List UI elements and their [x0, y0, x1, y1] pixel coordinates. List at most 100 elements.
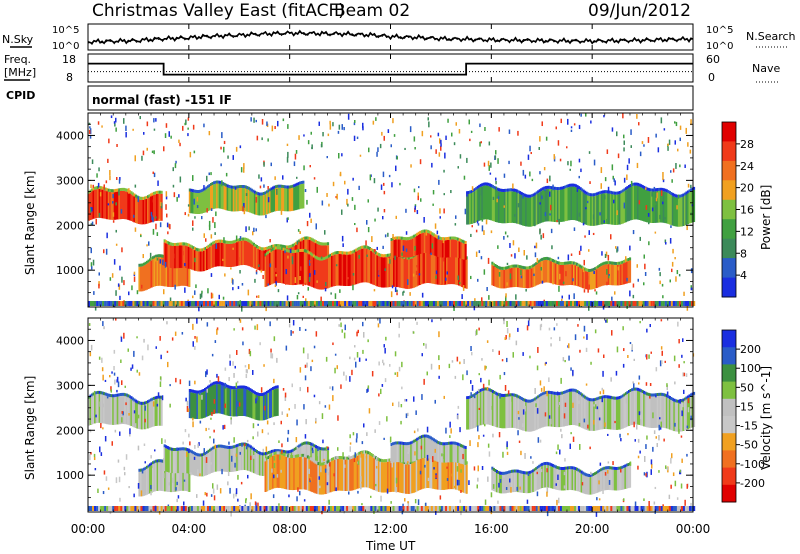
data-cell — [134, 402, 138, 428]
scatter-cell — [198, 442, 200, 446]
scatter-cell — [210, 273, 213, 277]
data-cell — [655, 393, 658, 397]
data-cell — [600, 190, 603, 194]
ground-cell — [574, 301, 577, 306]
data-cell — [524, 474, 527, 494]
data-cell — [533, 471, 536, 492]
data-cell — [284, 248, 287, 252]
data-cell — [229, 185, 232, 189]
data-cell — [629, 257, 632, 261]
scatter-cell — [353, 357, 356, 361]
data-cell — [569, 391, 572, 426]
scatter-cell — [625, 398, 628, 404]
ground-cell — [200, 506, 204, 511]
scatter-cell — [287, 429, 290, 435]
data-cell — [202, 191, 205, 213]
data-cell — [368, 250, 371, 284]
data-cell — [174, 246, 177, 269]
data-cell — [390, 241, 393, 259]
data-cell — [109, 189, 112, 192]
data-cell — [150, 398, 153, 402]
scatter-cell — [459, 499, 461, 503]
data-cell — [555, 395, 558, 428]
data-cell — [612, 469, 615, 491]
scatter-cell — [222, 258, 224, 261]
scatter-cell — [247, 289, 250, 296]
scatter-cell — [343, 332, 346, 339]
scatter-cell — [350, 250, 352, 255]
data-cell — [302, 248, 305, 252]
data-cell — [443, 237, 446, 241]
ground-cell — [172, 506, 175, 511]
scatter-cell — [136, 290, 139, 295]
data-cell — [641, 393, 644, 426]
ground-cell — [257, 301, 260, 306]
data-cell — [525, 194, 528, 198]
scatter-cell — [607, 461, 610, 464]
scatter-cell — [652, 195, 654, 198]
scatter-cell — [378, 271, 380, 276]
data-cell — [119, 188, 122, 191]
power-colorbar-cell — [722, 238, 736, 259]
power-ytick-label: 1000 — [56, 264, 84, 277]
data-cell — [543, 186, 546, 190]
data-cell — [154, 191, 157, 195]
scatter-cell — [590, 361, 592, 365]
scatter-cell — [446, 271, 448, 275]
ground-cell — [134, 301, 137, 306]
data-cell — [113, 192, 116, 220]
scatter-cell — [101, 367, 104, 372]
scatter-cell — [430, 145, 432, 150]
scatter-cell — [607, 433, 609, 436]
ground-cell — [652, 301, 655, 306]
data-cell — [575, 184, 578, 188]
data-cell — [652, 396, 655, 428]
data-cell — [398, 236, 401, 240]
data-cell — [388, 461, 391, 493]
data-cell — [210, 183, 213, 186]
scatter-cell — [661, 283, 664, 287]
data-cell — [233, 240, 236, 244]
scatter-cell — [296, 240, 299, 245]
data-cell — [175, 450, 178, 474]
data-cell — [136, 195, 139, 199]
data-cell — [191, 189, 195, 193]
scatter-cell — [341, 329, 343, 333]
ground-cell — [182, 506, 185, 511]
data-cell — [443, 442, 446, 446]
scatter-cell — [627, 433, 629, 436]
ground-cell — [166, 506, 169, 511]
scatter-cell — [407, 461, 409, 464]
data-cell — [238, 388, 241, 416]
scatter-cell — [488, 165, 490, 171]
data-cell — [269, 188, 272, 192]
data-cell — [548, 465, 551, 488]
data-cell — [231, 448, 234, 472]
data-cell — [664, 393, 667, 397]
scatter-cell — [337, 447, 339, 451]
scatter-cell — [309, 212, 311, 218]
data-cell — [423, 455, 426, 489]
data-cell — [142, 196, 145, 200]
ground-cell — [640, 301, 643, 306]
data-cell — [235, 188, 238, 212]
scatter-cell — [159, 222, 162, 228]
data-cell — [147, 403, 150, 429]
scatter-cell — [684, 499, 686, 506]
data-cell — [612, 399, 615, 430]
scatter-cell — [267, 432, 269, 435]
scatter-cell — [430, 252, 432, 256]
scatter-cell — [167, 361, 169, 368]
ground-cell — [275, 301, 278, 306]
scatter-cell — [235, 235, 238, 242]
scatter-cell — [435, 510, 437, 515]
data-cell — [238, 185, 241, 189]
data-cell — [553, 186, 556, 190]
data-cell — [541, 465, 544, 488]
data-cell — [547, 393, 550, 427]
scatter-cell — [187, 117, 190, 121]
scatter-cell — [611, 127, 614, 132]
noise-right-tick-top: 10^5 — [706, 25, 733, 36]
ground-cell — [602, 301, 605, 306]
scatter-cell — [193, 456, 196, 460]
